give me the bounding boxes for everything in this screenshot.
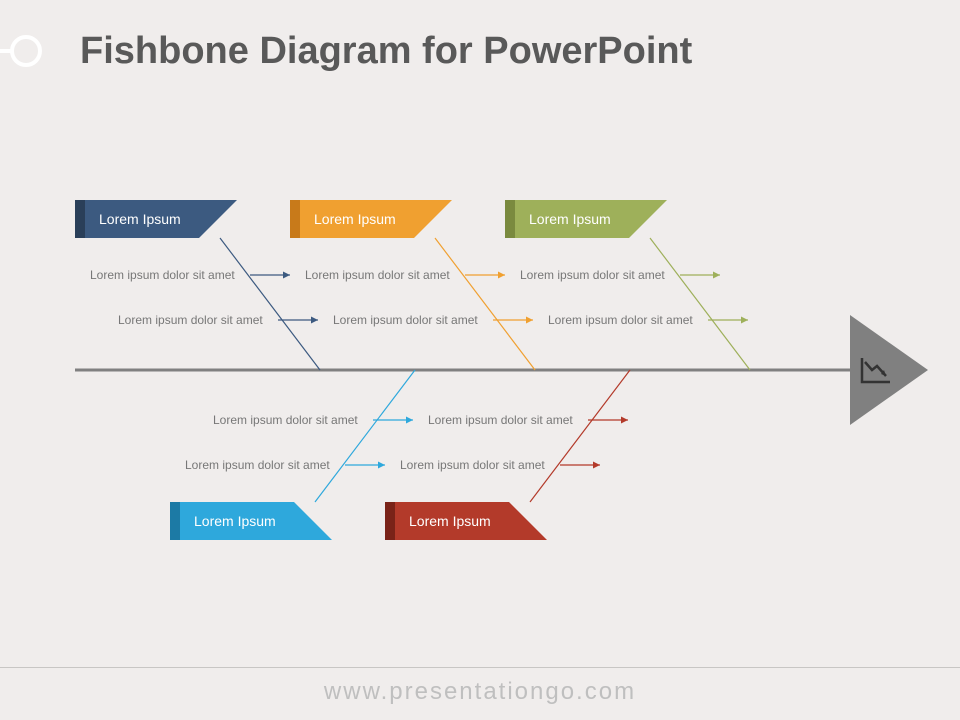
sub-cause-label: Lorem ipsum dolor sit amet bbox=[548, 313, 693, 327]
title-ornament-icon bbox=[10, 35, 42, 67]
subarrow-head bbox=[713, 272, 720, 279]
sub-cause-label: Lorem ipsum dolor sit amet bbox=[333, 313, 478, 327]
category-wedge bbox=[629, 200, 667, 238]
fishbone-diagram: Lorem Ipsum Lorem Ipsum Lorem Ipsum Lorem I… bbox=[0, 140, 960, 600]
category-tab bbox=[505, 200, 515, 238]
sub-cause-label: Lorem ipsum dolor sit amet bbox=[305, 268, 450, 282]
category-tab bbox=[290, 200, 300, 238]
sub-cause-label: Lorem ipsum dolor sit amet bbox=[90, 268, 235, 282]
sub-cause-label: Lorem ipsum dolor sit amet bbox=[185, 458, 330, 472]
category-label: Lorem Ipsum bbox=[300, 200, 414, 238]
subarrow-head bbox=[406, 417, 413, 424]
subarrow-head bbox=[593, 462, 600, 469]
category-label: Lorem Ipsum bbox=[515, 200, 629, 238]
bone-c5 bbox=[530, 370, 630, 502]
sub-cause-label: Lorem ipsum dolor sit amet bbox=[400, 458, 545, 472]
footer-divider bbox=[0, 667, 960, 668]
category-box-c3: Lorem Ipsum bbox=[505, 200, 667, 238]
category-box-c2: Lorem Ipsum bbox=[290, 200, 452, 238]
subarrow-head bbox=[311, 317, 318, 324]
category-wedge bbox=[199, 200, 237, 238]
subarrow-head bbox=[378, 462, 385, 469]
category-label: Lorem Ipsum bbox=[180, 502, 294, 540]
bone-c1 bbox=[220, 238, 320, 370]
category-tab bbox=[170, 502, 180, 540]
sub-cause-label: Lorem ipsum dolor sit amet bbox=[118, 313, 263, 327]
category-tab bbox=[75, 200, 85, 238]
sub-cause-label: Lorem ipsum dolor sit amet bbox=[428, 413, 573, 427]
bone-c4 bbox=[315, 370, 415, 502]
category-box-c1: Lorem Ipsum bbox=[75, 200, 237, 238]
category-tab bbox=[385, 502, 395, 540]
category-label: Lorem Ipsum bbox=[395, 502, 509, 540]
category-wedge bbox=[294, 502, 332, 540]
category-box-c4: Lorem Ipsum bbox=[170, 502, 332, 540]
bone-c3 bbox=[650, 238, 750, 370]
slide-title: Fishbone Diagram for PowerPoint bbox=[80, 30, 692, 73]
category-wedge bbox=[414, 200, 452, 238]
sub-cause-label: Lorem ipsum dolor sit amet bbox=[213, 413, 358, 427]
subarrow-head bbox=[621, 417, 628, 424]
category-label: Lorem Ipsum bbox=[85, 200, 199, 238]
category-wedge bbox=[509, 502, 547, 540]
bone-c2 bbox=[435, 238, 535, 370]
subarrow-head bbox=[498, 272, 505, 279]
category-box-c5: Lorem Ipsum bbox=[385, 502, 547, 540]
subarrow-head bbox=[283, 272, 290, 279]
subarrow-head bbox=[741, 317, 748, 324]
subarrow-head bbox=[526, 317, 533, 324]
sub-cause-label: Lorem ipsum dolor sit amet bbox=[520, 268, 665, 282]
footer-url: www.presentationgo.com bbox=[0, 678, 960, 706]
